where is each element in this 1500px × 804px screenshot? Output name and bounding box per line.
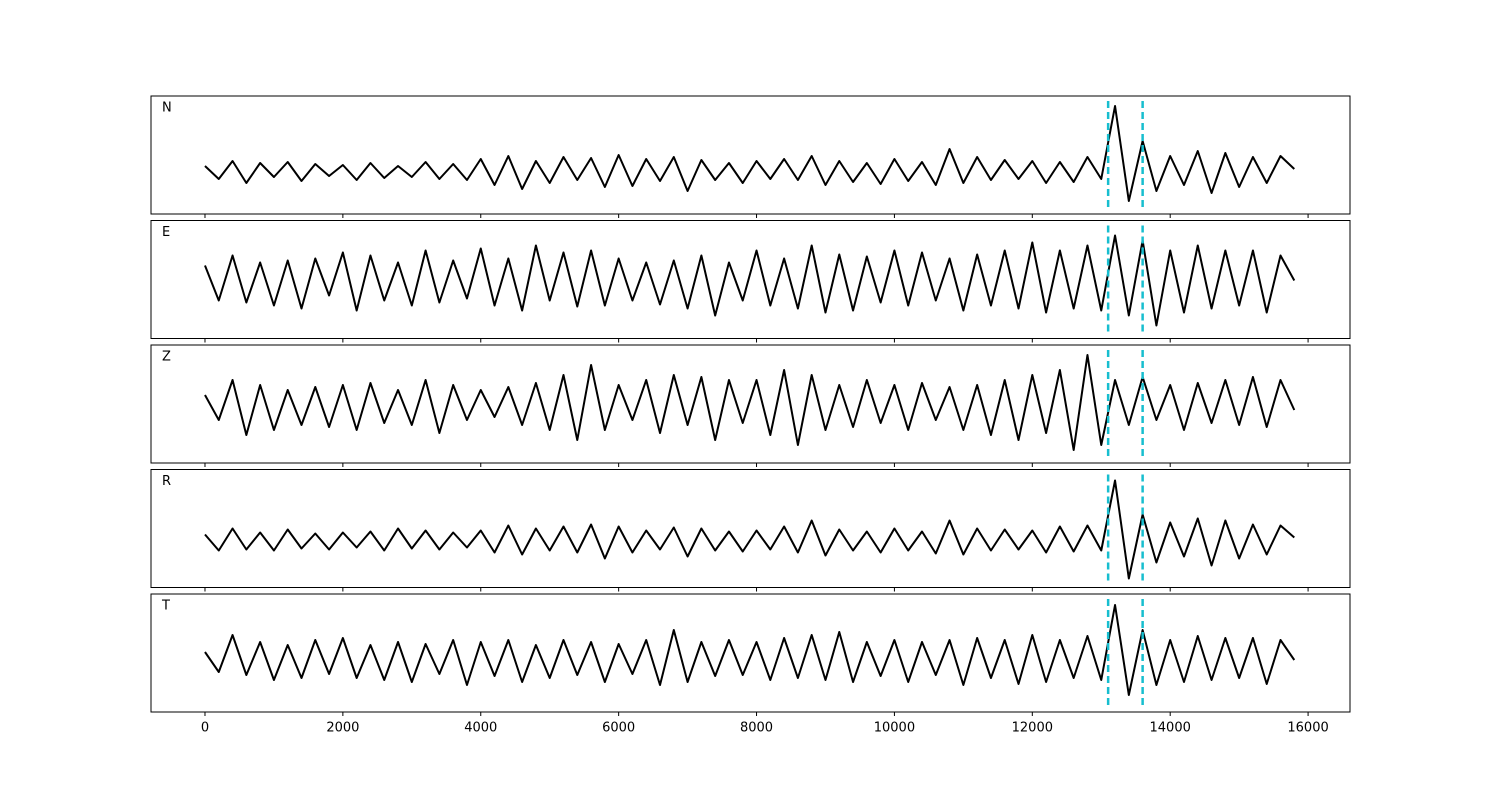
panel-frame xyxy=(150,95,1351,215)
x-tick-label: 10000 xyxy=(874,721,915,736)
x-tick-label: 14000 xyxy=(1150,721,1191,736)
x-tick-label: 4000 xyxy=(464,721,497,736)
x-tick-label: 8000 xyxy=(740,721,773,736)
trace xyxy=(204,479,1295,580)
x-tick-label: 6000 xyxy=(602,721,635,736)
trace xyxy=(204,234,1296,327)
panel-frame xyxy=(150,469,1351,588)
trace xyxy=(204,604,1296,696)
panel-label: E xyxy=(162,225,170,240)
panel-frame xyxy=(150,344,1351,464)
trace xyxy=(204,354,1296,451)
panel-label: T xyxy=(161,599,170,614)
panel-label: R xyxy=(162,474,171,489)
x-tick-label: 2000 xyxy=(326,721,359,736)
x-tick-label: 0 xyxy=(201,721,209,736)
panel-label: N xyxy=(162,101,172,116)
trace xyxy=(204,105,1295,202)
panel-frame xyxy=(150,593,1351,713)
panel-label: Z xyxy=(162,350,171,365)
panel-frame xyxy=(150,220,1351,339)
x-tick-label: 12000 xyxy=(1012,721,1053,736)
x-tick-label: 16000 xyxy=(1287,721,1328,736)
